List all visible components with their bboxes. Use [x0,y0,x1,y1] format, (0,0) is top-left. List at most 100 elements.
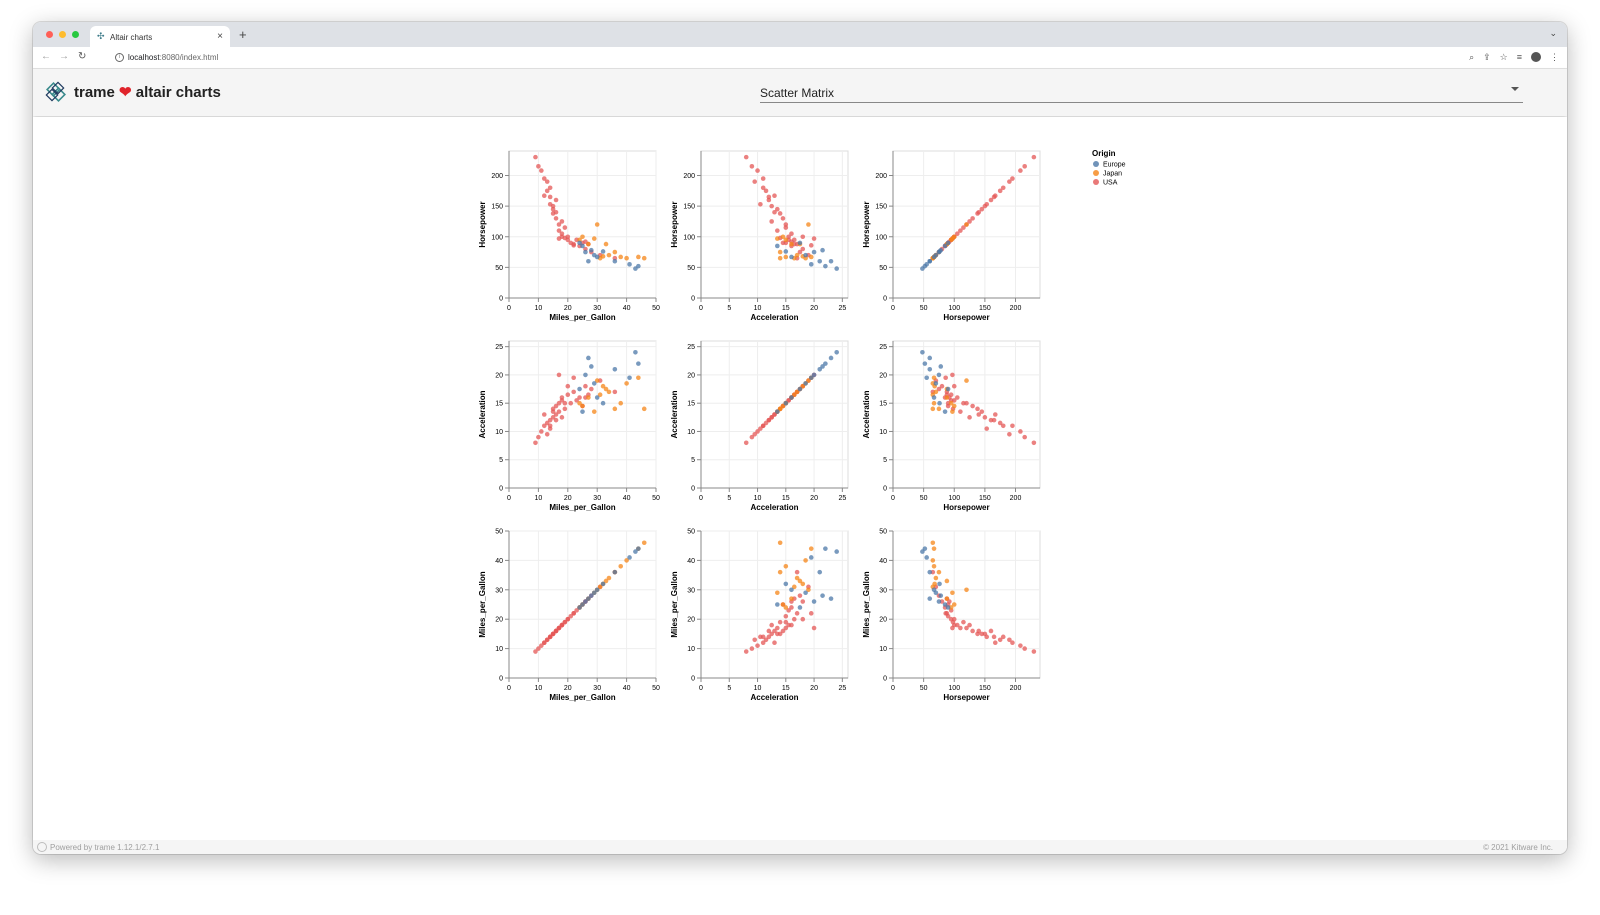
browser-menu-icon[interactable]: ⋮ [1550,52,1559,62]
point-usa [958,228,963,233]
x-tick-label: 40 [623,305,631,312]
point-usa [1018,168,1023,173]
new-tab-icon[interactable]: + [239,27,247,42]
point-usa [780,216,786,221]
point-usa [547,417,553,423]
chart-type-select[interactable]: Scatter Matrix [760,82,1523,103]
point-europe [583,249,588,255]
x-tick-label: 100 [948,495,960,502]
point-usa [800,599,806,604]
point-usa [743,440,749,446]
point-europe [920,350,925,355]
forward-arrow-icon[interactable]: → [59,51,69,62]
point-japan [603,386,609,392]
point-europe [591,381,597,386]
point-europe [797,605,803,610]
point-japan [777,255,783,261]
point-europe [834,549,839,554]
reload-icon[interactable]: ↻ [78,51,87,62]
y-tick-label: 15 [879,401,887,408]
legend-label: Europe [1103,162,1126,169]
y-tick-label: 50 [495,529,503,536]
point-usa [550,631,556,637]
point-usa [568,613,574,619]
point-usa [811,625,817,631]
minimize-window-button[interactable] [59,31,66,38]
point-usa [955,231,960,236]
point-usa [769,219,774,224]
point-usa [772,209,777,215]
point-usa [553,628,559,634]
y-tick-label: 50 [879,265,887,272]
legend-swatch [1093,161,1099,167]
y-tick-label: 0 [691,676,695,683]
y-tick-label: 20 [495,617,503,624]
point-europe [797,240,803,246]
zoom-icon[interactable]: ⌕ [1469,52,1475,62]
dropdown-arrow-icon[interactable] [1511,87,1519,91]
point-japan [591,409,597,414]
y-tick-label: 50 [687,265,695,272]
point-europe [823,263,828,269]
point-japan [780,234,786,240]
browser-tab[interactable]: ✣ Altair charts × [90,26,230,47]
bookmark-star-icon[interactable]: ☆ [1499,52,1508,62]
point-europe [808,375,814,381]
point-japan [936,406,942,412]
point-europe [594,587,600,593]
x-tick-label: 20 [810,685,818,692]
point-japan [775,236,780,241]
point-japan [931,400,937,406]
point-europe [820,247,825,253]
close-tab-icon[interactable]: × [217,31,223,42]
point-europe [933,381,939,386]
point-usa [1000,634,1006,640]
y-tick-label: 20 [687,372,695,379]
point-europe [583,599,588,604]
point-japan [944,578,950,584]
url-host: localhost [128,53,160,62]
y-tick-label: 20 [495,372,503,379]
point-europe [594,395,600,400]
share-icon[interactable]: ⇪ [1483,52,1491,62]
point-japan [803,558,808,563]
x-tick-label: 10 [535,495,543,502]
point-europe [927,569,933,575]
x-tick-label: 0 [891,495,895,502]
point-japan [594,378,600,383]
address-bar[interactable]: i localhost:8080/index.html [115,53,218,63]
point-usa [951,616,957,622]
panel-frame [508,340,657,489]
y-tick-label: 50 [495,265,503,272]
point-usa [1018,643,1023,648]
point-usa [760,634,766,640]
point-usa [964,625,969,631]
y-tick-label: 10 [879,429,887,436]
panel-frame [700,150,849,299]
x-tick-label: 50 [920,305,928,312]
point-usa [808,611,814,616]
point-usa [772,193,777,199]
profile-avatar[interactable] [1531,52,1541,62]
site-info-icon[interactable]: i [115,53,124,63]
point-usa [544,188,550,194]
y-tick-label: 100 [491,234,503,241]
back-arrow-icon[interactable]: ← [41,51,51,62]
point-usa [766,634,772,640]
reading-list-icon[interactable]: ≡ [1516,52,1522,62]
point-usa [979,206,985,212]
y-tick-label: 10 [687,429,695,436]
point-japan [618,563,624,569]
point-japan [600,254,606,259]
point-usa [556,625,562,631]
point-japan [808,546,814,551]
point-japan [783,254,789,260]
close-window-button[interactable] [46,31,53,38]
maximize-window-button[interactable] [72,31,79,38]
point-japan [964,222,969,227]
app-title-name: trame [74,84,115,101]
point-europe [775,602,780,607]
point-usa [979,631,985,637]
x-tick-label: 10 [754,685,762,692]
tab-search-chevron-icon[interactable]: ⌄ [1549,28,1557,38]
